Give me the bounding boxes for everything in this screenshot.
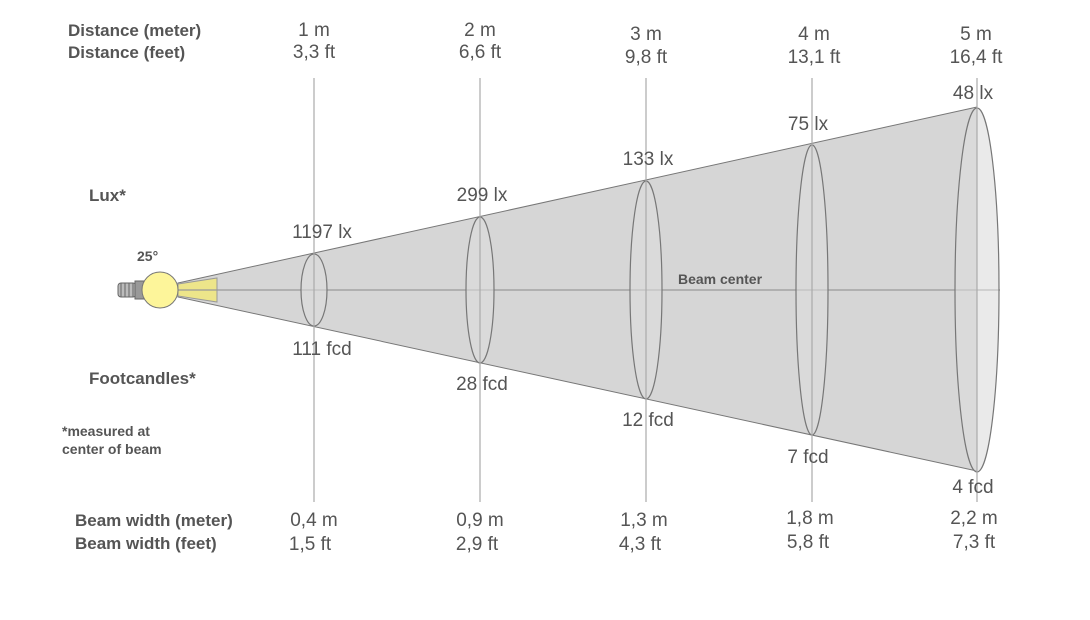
- distance-m-4: 4 m: [798, 24, 830, 45]
- width-m-2: 0,9 m: [456, 510, 504, 531]
- distance-ft-5: 16,4 ft: [949, 47, 1003, 68]
- lux-value-5: 48 lx: [952, 83, 994, 104]
- lux-value-3: 133 lx: [622, 149, 674, 170]
- distance-ft-3: 9,8 ft: [624, 47, 668, 68]
- width-m-3: 1,3 m: [620, 510, 668, 531]
- distance-feet-label: Distance (feet): [68, 43, 186, 62]
- lux-value-2: 299 lx: [456, 185, 508, 206]
- width-ft-1: 1,5 ft: [288, 534, 332, 555]
- beam-width-feet-label: Beam width (feet): [75, 534, 217, 553]
- fcd-value-5: 4 fcd: [952, 477, 994, 498]
- width-ft-5: 7,3 ft: [952, 532, 996, 553]
- distance-m-5: 5 m: [960, 24, 992, 45]
- beam-angle-label: 25°: [137, 248, 159, 264]
- distance-ft-4: 13,1 ft: [787, 47, 841, 68]
- beam-cone: [177, 106, 978, 472]
- width-m-1: 0,4 m: [290, 510, 338, 531]
- footcandles-label: Footcandles*: [89, 369, 196, 388]
- width-ft-2: 2,9 ft: [455, 534, 499, 555]
- beam-center-label: Beam center: [678, 271, 763, 287]
- lux-value-1: 1197 lx: [292, 222, 352, 243]
- width-ft-3: 4,3 ft: [618, 534, 662, 555]
- note-line-2: center of beam: [62, 441, 162, 457]
- fcd-value-2: 28 fcd: [456, 374, 508, 395]
- lux-value-4: 75 lx: [787, 114, 829, 135]
- bulb-icon: [117, 271, 179, 309]
- note-line-1: *measured at: [62, 423, 150, 439]
- distance-m-1: 1 m: [298, 20, 330, 41]
- width-m-5: 2,2 m: [950, 508, 998, 529]
- distance-ft-1: 3,3 ft: [292, 42, 336, 63]
- distance-m-2: 2 m: [464, 20, 496, 41]
- fcd-value-1: 111 fcd: [292, 339, 352, 360]
- distance-m-3: 3 m: [630, 24, 662, 45]
- width-ft-4: 5,8 ft: [786, 532, 830, 553]
- distance-meter-label: Distance (meter): [68, 21, 202, 40]
- distance-ft-2: 6,6 ft: [458, 42, 502, 63]
- width-m-4: 1,8 m: [786, 508, 834, 529]
- fcd-value-3: 12 fcd: [622, 410, 674, 431]
- fcd-value-4: 7 fcd: [787, 447, 829, 468]
- lux-label: Lux*: [89, 186, 126, 205]
- beam-width-meter-label: Beam width (meter): [75, 511, 233, 530]
